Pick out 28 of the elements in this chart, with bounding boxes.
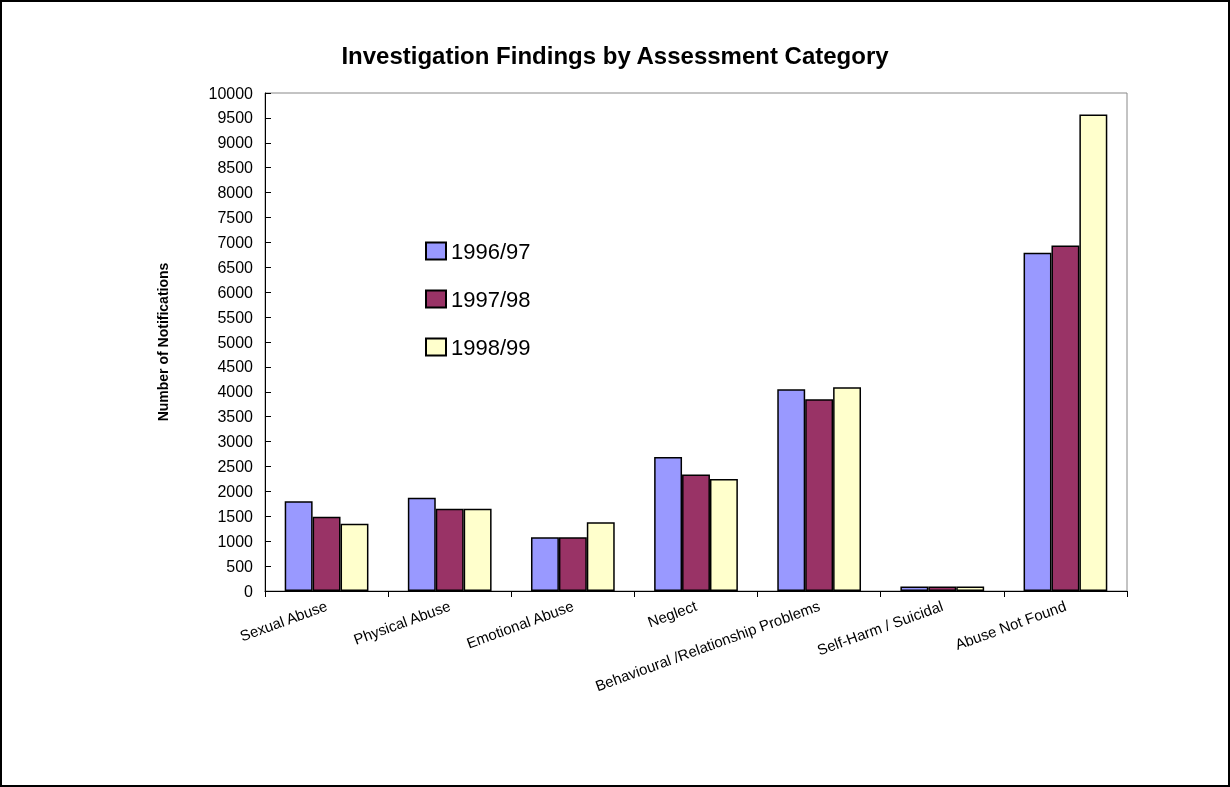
legend-label: 1998/99 [451,334,531,360]
y-tick-label: 4000 [217,383,254,401]
x-tick-label: Abuse Not Found [952,597,1069,653]
y-tick-label: 2500 [217,458,254,475]
y-tick-label: 1500 [217,507,254,525]
y-tick-label: 7000 [217,233,254,251]
y-tick-label: 3000 [217,433,254,451]
y-tick-label: 9000 [217,134,254,152]
y-tick-label: 9500 [217,109,254,127]
y-tick-label: 5000 [217,333,254,351]
y-tick-label: 10000 [208,84,254,102]
y-tick-label: 1000 [217,532,254,550]
legend-label: 1997/98 [451,286,531,312]
y-tick-label: 4500 [217,358,254,376]
legend-label: 1996/97 [451,238,531,264]
y-tick-label: 2000 [217,482,254,500]
y-tick-label: 7500 [217,209,254,226]
y-tick-label: 6500 [217,258,254,276]
x-tick-label: Sexual Abuse [237,597,330,645]
y-tick-label: 3500 [217,408,254,426]
y-tick-label: 6000 [217,283,254,301]
y-axis-title: Number of Notifications [155,262,171,422]
y-tick-label: 0 [244,582,254,600]
y-tick-label: 8500 [217,159,254,177]
y-tick-label: 8000 [217,184,254,202]
y-tick-label: 500 [226,557,254,575]
chart-title: Investigation Findings by Assessment Category [341,41,890,69]
y-tick-label: 5500 [217,308,254,326]
